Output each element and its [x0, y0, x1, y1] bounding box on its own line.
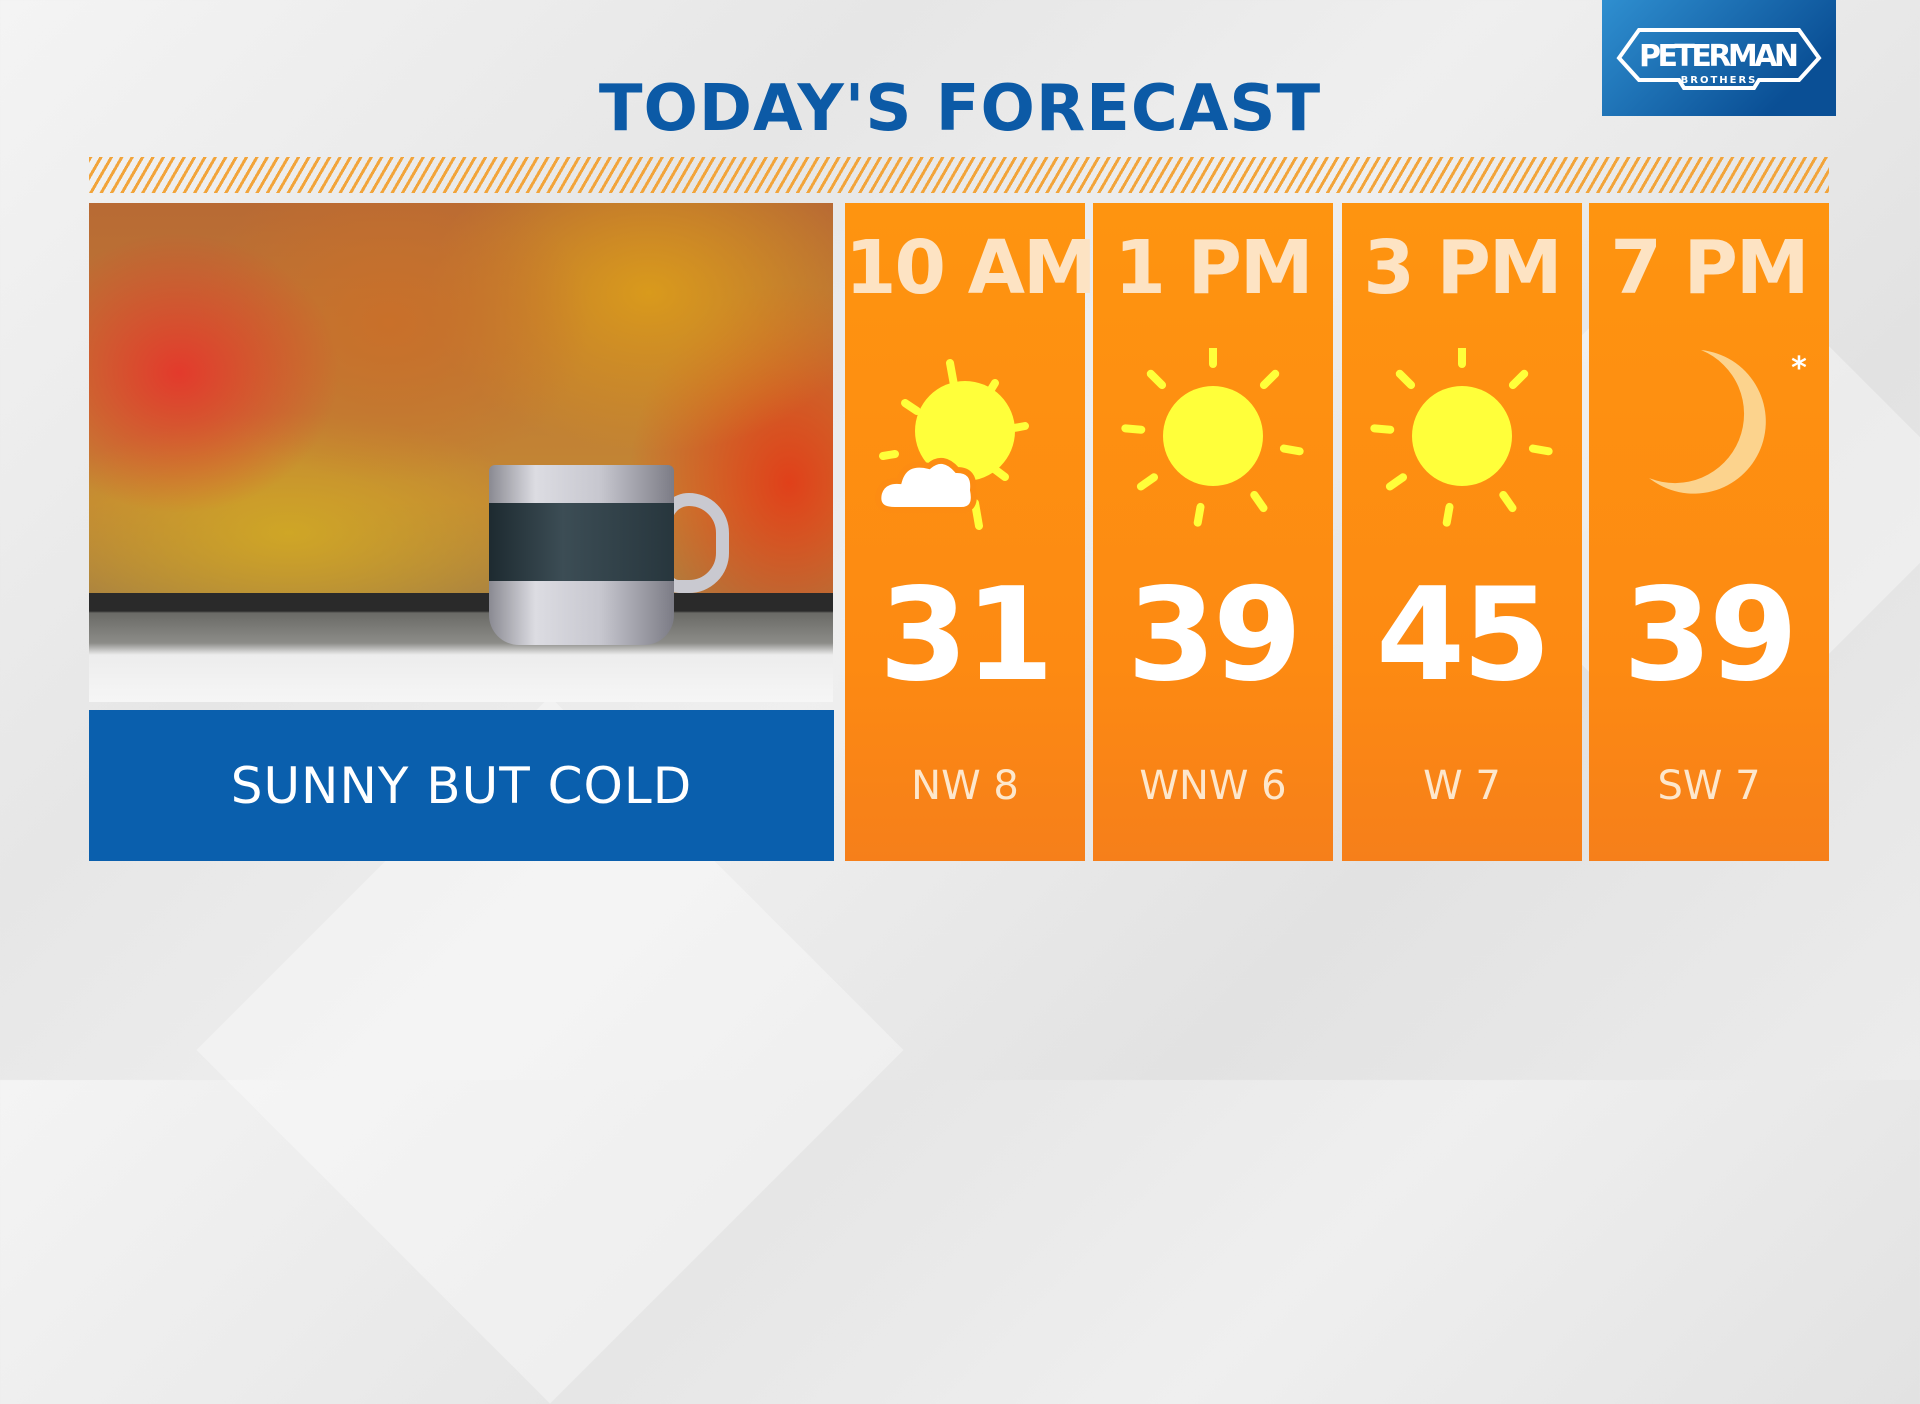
period-temperature: 31	[878, 561, 1054, 710]
page-title: TODAY'S FORECAST	[598, 72, 1322, 146]
coffee-cup-photo	[89, 203, 833, 702]
period-time: 7 PM	[1610, 225, 1809, 311]
period-wind: SW 7	[1657, 763, 1761, 809]
partly-sunny-icon	[875, 359, 1029, 530]
period-time: 10 AM	[845, 225, 1097, 311]
forecast-period-7pm: 7 PM * 39 SW 7	[1589, 203, 1829, 861]
window-sill	[89, 593, 833, 702]
period-temperature: 39	[1126, 561, 1302, 710]
mug-band	[489, 503, 674, 581]
condition-caption: SUNNY BUT COLD	[89, 710, 834, 861]
decorative-stripe-band	[89, 157, 1829, 193]
period-wind: WNW 6	[1139, 763, 1287, 809]
svg-text:BROTHERS: BROTHERS	[1681, 75, 1758, 86]
forecast-period-1pm: 1 PM 39 WNW 6	[1093, 203, 1333, 861]
moon-icon: *	[1649, 350, 1807, 494]
period-wind: W 7	[1423, 763, 1501, 809]
period-temperature: 39	[1622, 561, 1798, 710]
sun-icon	[1121, 348, 1304, 527]
sponsor-logo: PETERMAN BROTHERS	[1602, 0, 1836, 116]
period-temperature: 45	[1375, 561, 1551, 710]
forecast-period-10am: 10 AM 31 NW 8	[845, 203, 1097, 861]
forecast-period-3pm: 3 PM 45 W 7	[1342, 203, 1582, 861]
star-icon: *	[1791, 351, 1807, 386]
period-time: 1 PM	[1114, 225, 1313, 311]
svg-text:PETERMAN: PETERMAN	[1639, 39, 1799, 74]
period-wind: NW 8	[911, 763, 1019, 809]
sun-icon	[1370, 348, 1553, 527]
period-time: 3 PM	[1363, 225, 1562, 311]
